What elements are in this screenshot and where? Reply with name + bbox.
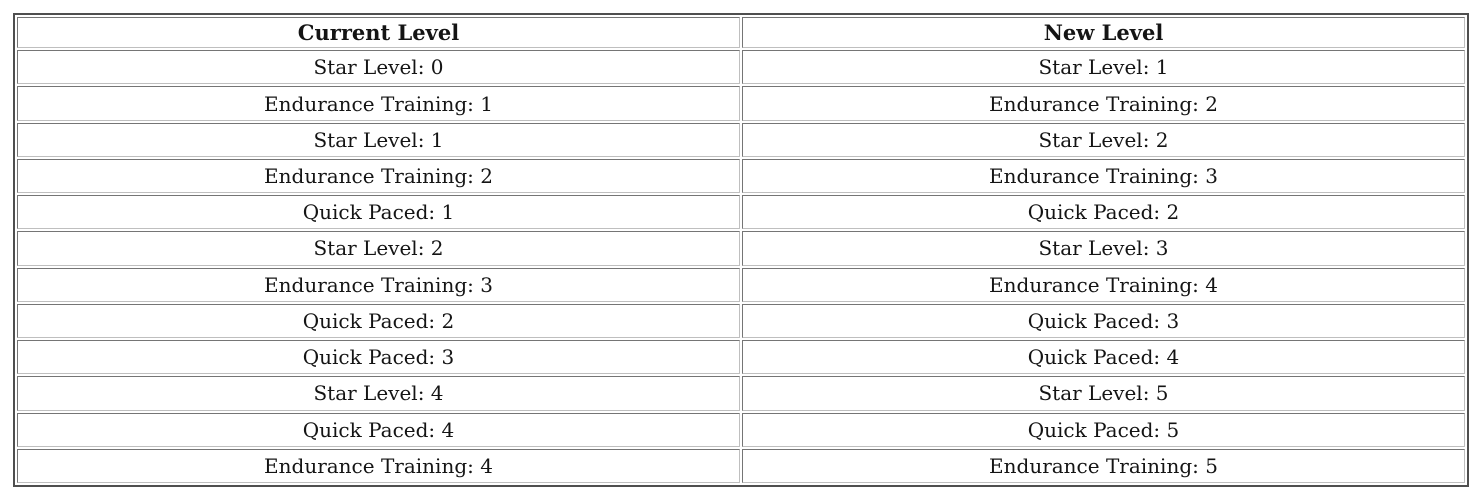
table-cell: Endurance Training: 4 [17,448,740,483]
table-cell: Quick Paced: 5 [742,412,1465,447]
table-cell: Star Level: 4 [17,376,740,411]
table-cell: Quick Paced: 4 [17,412,740,447]
table-row: Quick Paced: 1 Quick Paced: 2 [17,195,1465,230]
table-cell: Quick Paced: 2 [742,195,1465,230]
table-cell: Endurance Training: 2 [742,86,1465,121]
table-cell: Star Level: 2 [17,231,740,266]
table-row: Quick Paced: 4 Quick Paced: 5 [17,412,1465,447]
table-cell: Star Level: 3 [742,231,1465,266]
table-row: Star Level: 1 Star Level: 2 [17,122,1465,157]
table-cell: Star Level: 5 [742,376,1465,411]
table-row: Quick Paced: 2 Quick Paced: 3 [17,303,1465,339]
column-header-new-level: New Level [742,17,1465,49]
table-cell: Star Level: 1 [17,122,740,157]
table-cell: Quick Paced: 3 [17,340,740,375]
table-cell: Quick Paced: 1 [17,195,740,230]
column-header-current-level: Current Level [17,17,740,49]
table-row: Endurance Training: 4 Endurance Training:… [17,448,1465,483]
table-row: Star Level: 4 Star Level: 5 [17,376,1465,411]
table-cell: Endurance Training: 2 [17,158,740,194]
level-comparison-table: Current Level New Level Star Level: 0 Sta… [13,13,1469,487]
table-row: Endurance Training: 1 Endurance Training:… [17,86,1465,121]
table-cell: Quick Paced: 4 [742,340,1465,375]
table-cell: Quick Paced: 3 [742,303,1465,339]
table-cell: Endurance Training: 1 [17,86,740,121]
table-header: Current Level New Level [17,17,1465,49]
table-row: Star Level: 0 Star Level: 1 [17,50,1465,85]
table-cell: Quick Paced: 2 [17,303,740,339]
table-cell: Endurance Training: 4 [742,267,1465,302]
table-row: Quick Paced: 3 Quick Paced: 4 [17,340,1465,375]
table-cell: Star Level: 2 [742,122,1465,157]
table-cell: Star Level: 1 [742,50,1465,85]
table-body: Star Level: 0 Star Level: 1 Endurance Trai… [17,50,1465,483]
header-row: Current Level New Level [17,17,1465,49]
table-row: Endurance Training: 3 Endurance Training:… [17,267,1465,302]
table-cell: Endurance Training: 3 [17,267,740,302]
table-cell: Endurance Training: 3 [742,158,1465,194]
table-cell: Endurance Training: 5 [742,448,1465,483]
table-cell: Star Level: 0 [17,50,740,85]
table-row: Endurance Training: 2 Endurance Training:… [17,158,1465,194]
table-row: Star Level: 2 Star Level: 3 [17,231,1465,266]
